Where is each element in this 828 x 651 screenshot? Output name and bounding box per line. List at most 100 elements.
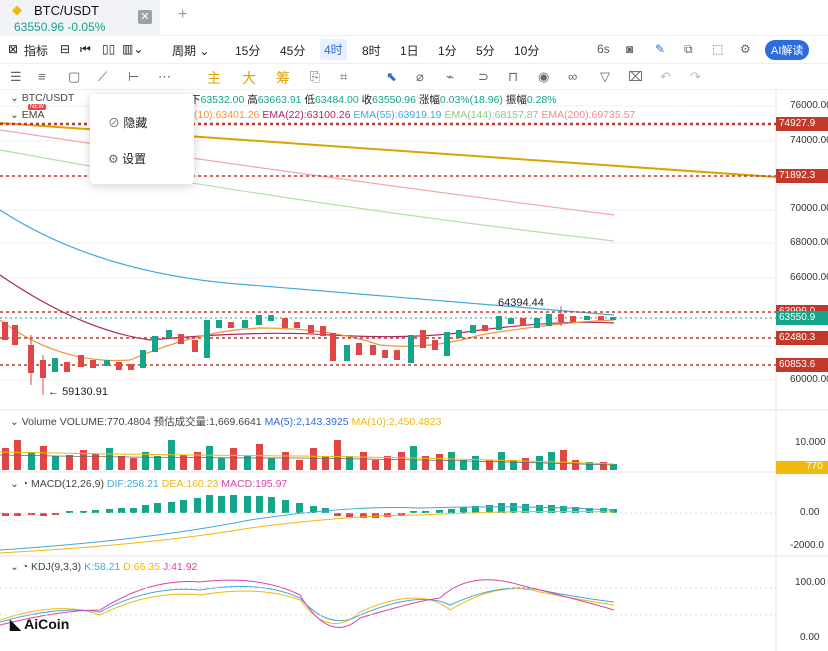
kdj-axis-top: 100.00: [795, 577, 826, 588]
interval-1d[interactable]: 1日: [400, 44, 419, 58]
axis-label: 74000.00: [790, 135, 828, 146]
chart-type-icon[interactable]: ▥⌄: [122, 42, 144, 56]
j-line: [0, 579, 615, 628]
brush-icon[interactable]: ⌁: [446, 69, 454, 84]
bell-icon[interactable]: ◔: [21, 478, 29, 490]
grid-icon[interactable]: ⌗: [340, 69, 348, 84]
trash-icon[interactable]: ⌧: [628, 69, 643, 84]
indicator-edit-icon[interactable]: ⎘: [310, 69, 321, 84]
settings-icon[interactable]: ⚙: [740, 42, 751, 56]
candles: [2, 306, 616, 395]
undo-icon[interactable]: ↶: [660, 69, 671, 84]
period-button[interactable]: 周期 ⌄: [172, 44, 210, 58]
top-toolbar: ⊠ 指标 ⊟ ⏮ ▯▯ ▥⌄ 周期 ⌄ 15分 45分 4时 8时 1日 1分 …: [0, 36, 828, 64]
price-tag-2: 71892.3: [776, 169, 828, 183]
ohlc-legend: ⌄ BTC/USDT: [10, 92, 75, 104]
rectangle-icon[interactable]: ▢: [68, 69, 81, 84]
volume-tag: 770: [776, 461, 828, 474]
star-icon[interactable]: ◆: [12, 2, 22, 17]
dea-line: [0, 510, 615, 554]
collapse-icon[interactable]: ⌄: [10, 416, 19, 428]
redo-icon[interactable]: ↷: [690, 69, 701, 84]
settings-menu-item[interactable]: ⚙ 设置: [108, 152, 147, 166]
interval-5m[interactable]: 5分: [476, 44, 495, 58]
ema144-line: [0, 149, 615, 242]
interval-4h[interactable]: 4时: [320, 39, 347, 60]
context-menu: ⊘ 隐藏 ⚙ 设置: [90, 94, 194, 184]
cursor-icon[interactable]: ⬉: [386, 69, 397, 84]
interval-1m[interactable]: 1分: [438, 44, 457, 58]
list-icon[interactable]: ≡: [38, 69, 46, 84]
share-icon[interactable]: ⧉: [684, 42, 693, 56]
filter-icon[interactable]: ▽: [600, 69, 610, 84]
chips-button[interactable]: 筹: [276, 70, 290, 86]
link-icon[interactable]: ∞: [568, 69, 578, 84]
new-badge: NEW: [28, 104, 46, 110]
interval-15m[interactable]: 15分: [235, 44, 261, 58]
k-line: [0, 585, 615, 623]
axis-label: 66000.00: [790, 272, 828, 283]
tab-price: 63550.96 -0.05%: [14, 20, 106, 34]
hide-menu-item[interactable]: ⊘ 隐藏: [108, 116, 148, 130]
menu-icon[interactable]: ☰: [10, 69, 22, 84]
high-annotation: 64394.44: [498, 297, 544, 309]
close-icon[interactable]: ✕: [138, 10, 152, 24]
tab-bar: ◆ BTC/USDT 63550.96 -0.05% ✕ +: [0, 0, 828, 36]
window-icon[interactable]: ⬚: [712, 42, 724, 56]
volume-legend: ⌄ Volume VOLUME:770.4804 预估成交量:1,669.664…: [10, 416, 442, 428]
more-icon[interactable]: ⋯: [158, 69, 171, 84]
magnet-icon[interactable]: ⊃: [478, 69, 489, 84]
ema55-line: [0, 209, 615, 316]
axis-label: 70000.00: [790, 203, 828, 214]
price-tag-current: 63550.9: [776, 311, 828, 325]
add-tab-icon[interactable]: +: [178, 6, 188, 23]
symbol-tab[interactable]: ◆ BTC/USDT 63550.96 -0.05% ✕: [0, 0, 160, 36]
eye-icon[interactable]: ◉: [538, 69, 550, 84]
camera-icon[interactable]: ◙: [626, 42, 634, 56]
refresh-seconds[interactable]: 6s: [597, 42, 610, 56]
drawing-toolbar: ☰ ≡ ▢ ⟋ ⊢ ⋯ 主 大 筹 ⎘ ⌗ ⬉ ⌀ ⌁ ⊃ ⊓ ◉ ∞ ▽ ⌧ …: [0, 64, 828, 90]
layout-icon[interactable]: ⊟: [60, 42, 71, 56]
collapse-icon[interactable]: ⌄: [10, 478, 19, 490]
split-icon[interactable]: ▯▯: [102, 42, 116, 56]
indicator-icon[interactable]: ⊠: [8, 42, 19, 56]
pen-icon[interactable]: ✎: [655, 42, 666, 56]
axis-label: 68000.00: [790, 237, 828, 248]
price-tag-5: 60853.6: [776, 358, 828, 372]
tab-symbol: BTC/USDT: [34, 3, 99, 18]
interval-8h[interactable]: 8时: [362, 44, 381, 58]
price-tag-4: 62480.3: [776, 331, 828, 345]
eye-off-icon: ⊘: [108, 116, 121, 130]
kdj-axis-bottom: 0.00: [800, 632, 820, 643]
lock-icon[interactable]: ⊓: [508, 69, 519, 84]
interval-45m[interactable]: 45分: [280, 44, 306, 58]
collapse-icon[interactable]: ⌄: [10, 92, 19, 104]
ema10-line: [0, 319, 615, 362]
main-force-button[interactable]: 主: [207, 70, 221, 86]
macd-bars: [2, 495, 617, 518]
indicators-button[interactable]: 指标: [24, 44, 49, 58]
low-annotation: ← 59130.91: [48, 386, 108, 398]
volume-ma-line: [0, 451, 615, 465]
ema-values: (10):63401.26 EMA(22):63100.26 EMA(55):6…: [194, 109, 636, 121]
volume-axis-top: 10.000: [795, 437, 826, 448]
price-chart[interactable]: [0, 90, 828, 651]
volume-ma5-line: [0, 454, 615, 466]
line-icon[interactable]: ⟋: [98, 69, 108, 84]
ohlc-values: 下63532.00 高63663.91 低63484.00 收63550.96 …: [190, 94, 557, 106]
collapse-icon[interactable]: ⌄: [10, 561, 19, 573]
bell-icon[interactable]: ◔: [21, 561, 29, 573]
hline-icon[interactable]: ⊢: [128, 69, 140, 84]
interval-10m[interactable]: 10分: [514, 44, 540, 58]
axis-label: 60000.00: [790, 374, 828, 385]
macd-axis-zero: 0.00: [800, 507, 820, 518]
ema-legend: ⌄ EMA: [10, 109, 45, 121]
macd-legend: ⌄ ◔ MACD(12,26,9) DIF:258.21 DEA:160.23 …: [10, 478, 288, 490]
collapse-icon[interactable]: ⌄: [10, 109, 19, 121]
ruler-icon[interactable]: ⌀: [416, 69, 424, 84]
large-order-button[interactable]: 大: [242, 70, 256, 86]
compare-icon[interactable]: ⏮: [80, 42, 91, 56]
ai-interpret-button[interactable]: AI解读: [765, 40, 810, 60]
aicoin-logo: ◣ AiCoin: [10, 616, 70, 632]
dif-line: [0, 506, 615, 551]
